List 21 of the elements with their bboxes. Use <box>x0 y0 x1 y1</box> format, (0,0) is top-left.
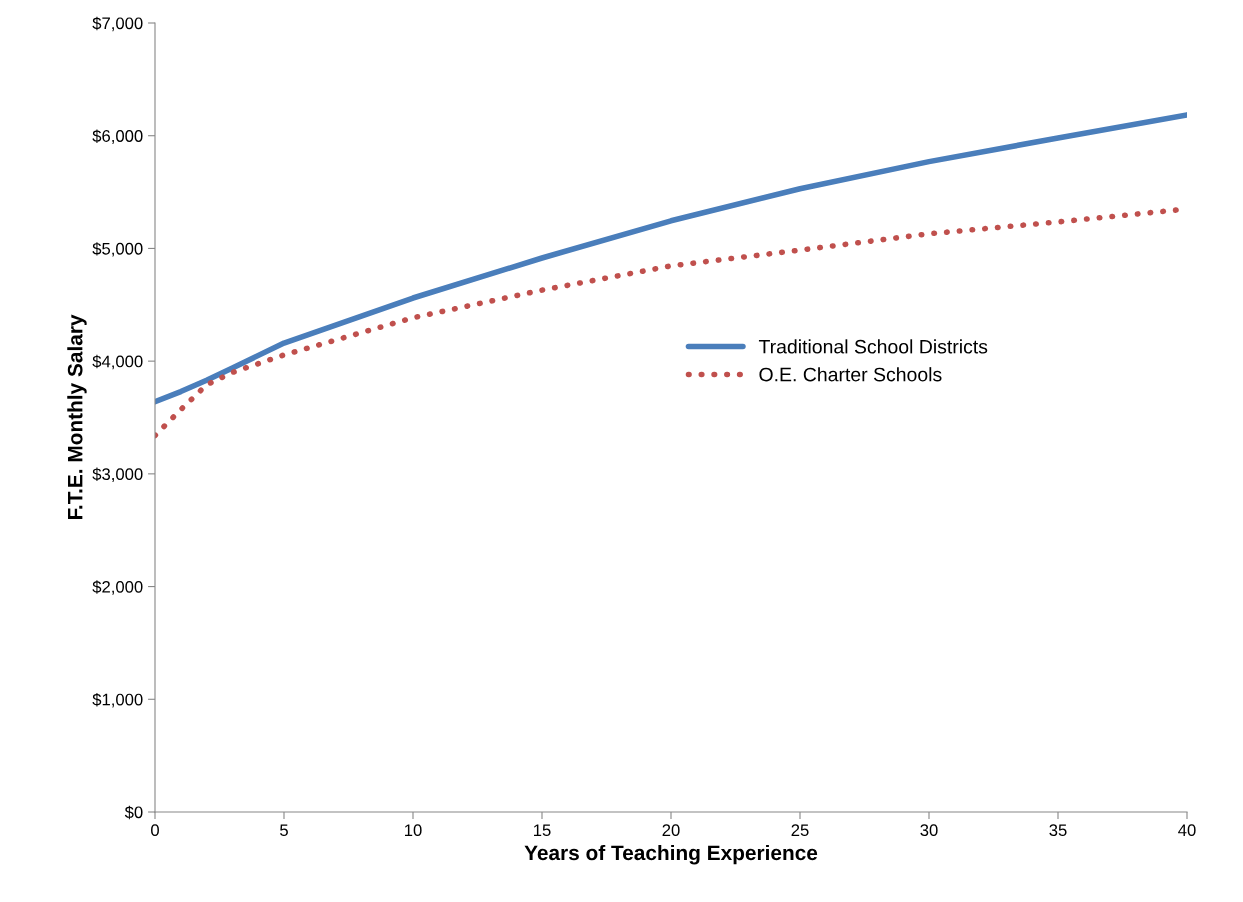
legend-label: O.E. Charter Schools <box>759 367 942 382</box>
x-axis-title: Years of Teaching Experience <box>524 844 818 865</box>
x-tick-label: 30 <box>920 824 938 837</box>
y-tick-label: $4,000 <box>92 354 143 370</box>
x-tick-label: 25 <box>791 824 809 837</box>
x-tick-label: 35 <box>1049 824 1067 837</box>
x-tick-label: 20 <box>662 824 680 837</box>
legend-label: Traditional School Districts <box>758 339 988 354</box>
y-tick-label: $7,000 <box>92 16 143 32</box>
y-axis-title: F.T.E. Monthly Salary <box>67 314 87 520</box>
y-tick-label: $5,000 <box>92 242 143 257</box>
y-tick-label: $3,000 <box>92 467 143 483</box>
x-tick-label: 15 <box>534 824 551 837</box>
y-tick-label: $1,000 <box>92 692 143 708</box>
y-tick-label: $6,000 <box>92 129 143 144</box>
x-tick-label: 10 <box>405 824 422 837</box>
y-tick-label: $2,000 <box>92 580 143 595</box>
y-tick-label: $0 <box>124 805 143 820</box>
x-tick-label: 5 <box>280 824 288 837</box>
x-tick-label: 40 <box>1178 824 1196 837</box>
x-tick-label: 0 <box>151 824 159 837</box>
